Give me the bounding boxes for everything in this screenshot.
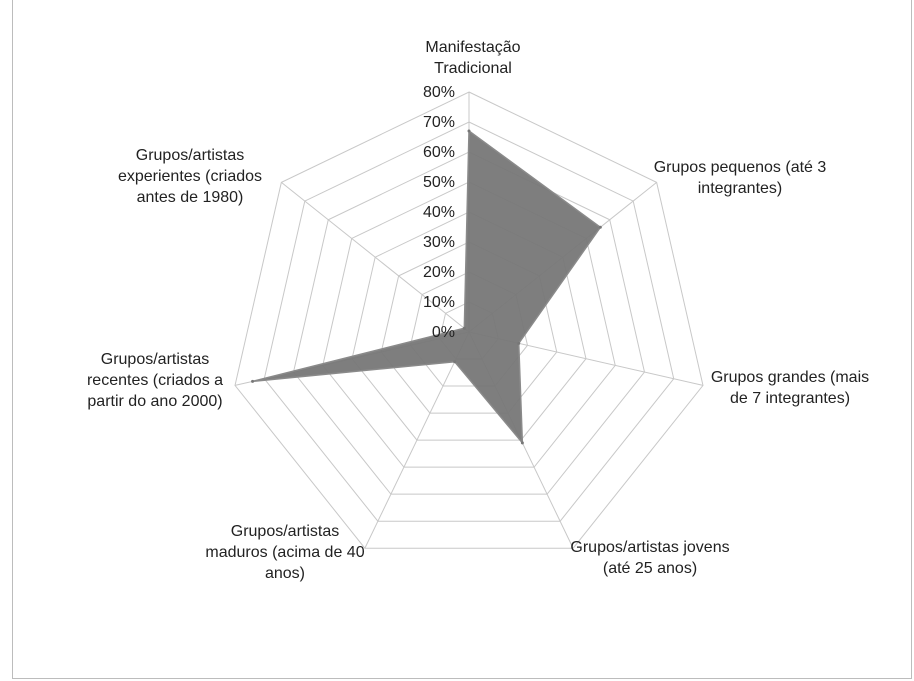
category-label-line: Grupos/artistas jovens <box>570 539 729 556</box>
tick-label: 80% <box>423 84 455 101</box>
category-label: Grupos/artistas recentes (criados a partir… <box>87 351 223 410</box>
category-label-line: Grupos/artistas <box>136 147 244 164</box>
category-label: Grupos pequenos (até 3 integrantes) <box>654 159 827 197</box>
tick-label: 0% <box>432 324 455 341</box>
category-label-line: Manifestação <box>425 39 520 56</box>
category-label: Grupos/artistas jovens (até 25 anos) <box>570 539 729 577</box>
data-point <box>517 341 521 345</box>
tick-label: 70% <box>423 114 455 131</box>
data-point <box>251 379 255 383</box>
grid-spoke <box>281 181 470 333</box>
category-label: Grupos/artistas maduros (acima de 40 anos) <box>205 523 364 582</box>
grid-ring <box>263 121 675 522</box>
category-label-line: Grupos grandes (mais <box>711 369 869 386</box>
category-label-line: integrantes) <box>698 180 783 197</box>
data-point <box>453 360 457 364</box>
tick-label: 30% <box>423 234 455 251</box>
category-label-line: Grupos/artistas <box>231 523 339 540</box>
category-label-line: (até 25 anos) <box>603 560 697 577</box>
category-label-line: Tradicional <box>434 60 512 77</box>
radar-tick-labels: 0% 10% 20% 30% 40% 50% 60% 70% 80% <box>423 84 455 341</box>
radar-category-labels: Manifestação Tradicional Grupos pequenos (… <box>87 39 869 582</box>
category-label-line: recentes (criados a <box>87 372 223 389</box>
category-label-line: maduros (acima de 40 <box>205 544 364 561</box>
category-label-line: anos) <box>265 565 305 582</box>
tick-label: 40% <box>423 204 455 221</box>
category-label-line: experientes (criados <box>118 168 262 185</box>
data-point <box>598 225 602 229</box>
category-label-line: antes de 1980) <box>137 189 244 206</box>
tick-label: 50% <box>423 174 455 191</box>
tick-label: 10% <box>423 294 455 311</box>
grid-spoke <box>364 331 470 549</box>
data-point <box>467 129 471 133</box>
series-area <box>252 129 602 445</box>
category-label: Grupos grandes (mais de 7 integrantes) <box>711 369 869 407</box>
radar-series <box>251 129 602 445</box>
grid-ring <box>292 151 646 495</box>
category-label-line: de 7 integrantes) <box>730 390 850 407</box>
category-label-line: Grupos/artistas <box>101 351 209 368</box>
category-label: Manifestação Tradicional <box>425 39 520 77</box>
grid-ring <box>322 181 616 468</box>
tick-label: 20% <box>423 264 455 281</box>
category-label: Grupos/artistas experientes (criados antes… <box>118 147 262 206</box>
grid-ring <box>234 91 704 549</box>
category-label-line: partir do ano 2000) <box>87 393 222 410</box>
category-label-line: Grupos pequenos (até 3 <box>654 159 827 176</box>
data-point <box>520 441 524 445</box>
data-point <box>462 326 466 330</box>
tick-label: 60% <box>423 144 455 161</box>
